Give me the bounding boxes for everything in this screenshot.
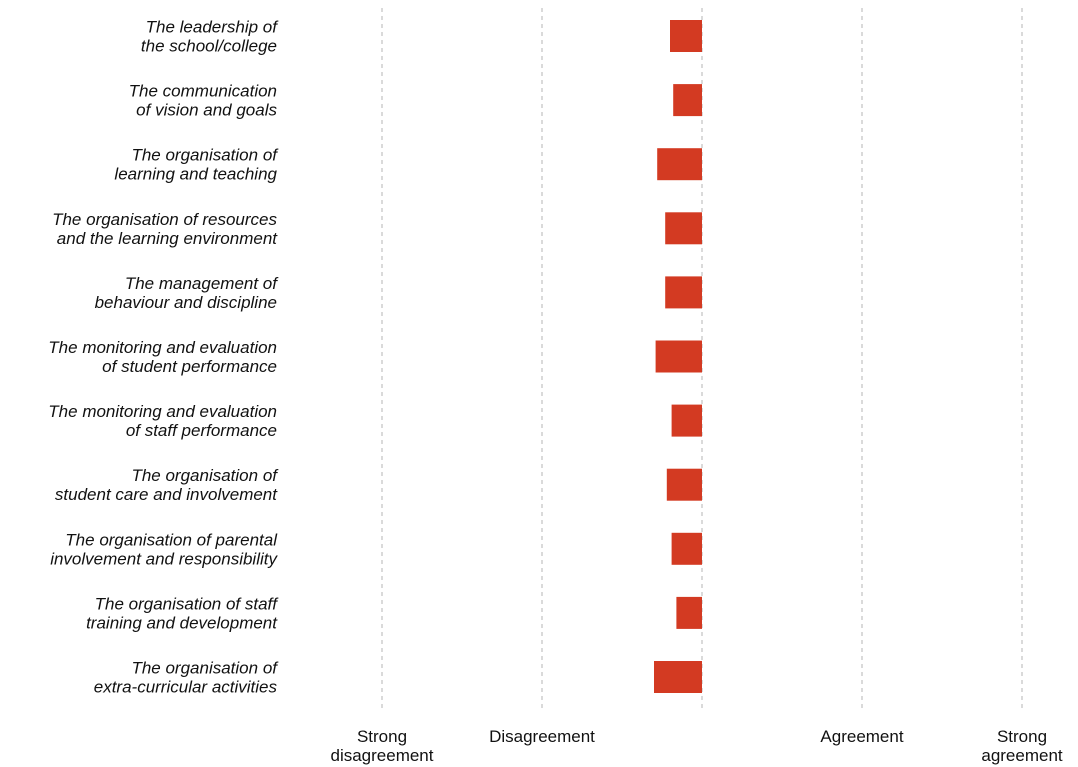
category-label-4: The management of behaviour and disciplin… [95,274,280,312]
category-label-2: The organisation of learning and teaching [114,146,279,184]
bars [654,20,702,693]
x-tick-label-1: Disagreement [489,727,595,746]
category-labels: The leadership of the school/college The c… [48,18,279,697]
category-label-7: The organisation of student care and invo… [55,466,279,504]
bar-5 [655,340,702,373]
bar-8 [671,532,702,565]
category-label-1: The communication of vision and goals [129,82,278,120]
bar-7 [666,468,702,501]
category-label-9: The organisation of staff training and de… [86,594,279,632]
bar-2 [657,148,702,181]
bar-6 [671,404,702,437]
category-label-5: The monitoring and evaluation of student … [48,338,277,376]
x-tick-label-4: Strong agreement [981,727,1063,765]
bar-4 [665,276,702,309]
x-tick-labels: Strong disagreement Disagreement Agreement S… [330,727,1062,765]
category-label-8: The organisation of parental involvement … [50,530,278,568]
bar-3 [665,212,702,245]
x-tick-label-3: Agreement [820,727,903,746]
bar-0 [670,20,702,52]
category-label-6: The monitoring and evaluation of staff pe… [48,402,277,440]
category-label-3: The organisation of resources and the lea… [52,210,278,248]
bar-10 [654,661,702,693]
category-label-0: The leadership of the school/college [141,18,279,56]
category-label-10: The organisation of extra-curricular acti… [94,659,280,697]
bar-9 [676,596,702,629]
bar-1 [673,84,702,117]
x-tick-label-0: Strong disagreement [330,727,433,765]
